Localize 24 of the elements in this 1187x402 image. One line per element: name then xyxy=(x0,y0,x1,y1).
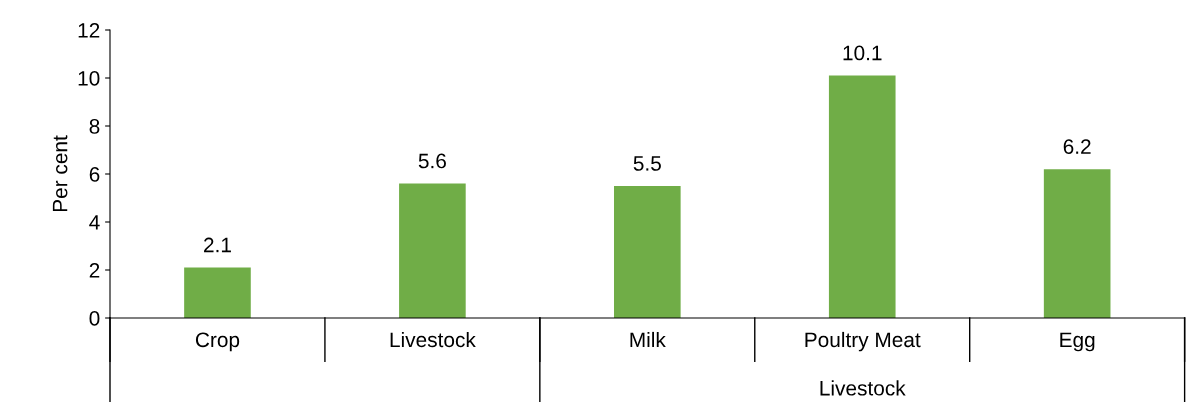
y-tick-label: 12 xyxy=(78,23,100,38)
y-tick-label: 10 xyxy=(78,71,100,86)
x-tick-label: Livestock xyxy=(390,331,476,348)
x-tick-label: Egg xyxy=(1060,332,1095,352)
data-label: 2.1 xyxy=(204,237,231,253)
data-label: 5.5 xyxy=(633,156,661,171)
y-tick-label: 2 xyxy=(89,263,100,278)
y-axis-title: Per cent xyxy=(52,135,68,212)
x-tick-label: Poultry Meat xyxy=(805,331,921,352)
y-tick-label: 8 xyxy=(89,119,100,134)
y-tick-label: 0 xyxy=(89,311,100,326)
data-label: 6.2 xyxy=(1063,139,1091,154)
bar xyxy=(614,186,681,318)
y-tick-label: 4 xyxy=(89,215,100,230)
bar xyxy=(1043,169,1111,318)
data-label: 5.6 xyxy=(418,153,446,169)
x-tick-label: Milk xyxy=(630,331,666,347)
y-tick-label: 6 xyxy=(89,167,100,182)
bar xyxy=(184,267,251,318)
bar xyxy=(828,75,896,318)
x-tick-label: Crop xyxy=(195,332,240,352)
data-label: 10.1 xyxy=(843,45,882,61)
text: Livestock xyxy=(820,380,906,396)
bar xyxy=(399,183,466,318)
